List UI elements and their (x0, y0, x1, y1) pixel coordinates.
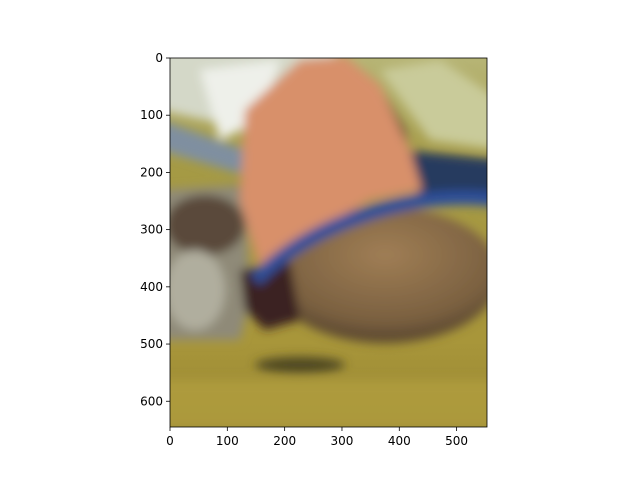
x-tick-label: 200 (273, 434, 296, 448)
y-tick-label: 100 (140, 108, 163, 122)
x-tick-label: 100 (216, 434, 239, 448)
x-tick-label: 300 (331, 434, 354, 448)
y-tick-label: 300 (140, 223, 163, 237)
x-tick-label: 500 (445, 434, 468, 448)
y-tick-label: 400 (140, 280, 163, 294)
y-tick-label: 600 (140, 394, 163, 408)
x-tick-label: 0 (166, 434, 174, 448)
y-tick-label: 200 (140, 165, 163, 179)
axes-frame (169, 57, 488, 428)
image (170, 58, 487, 427)
y-tick-label: 500 (140, 337, 163, 351)
x-tick-label: 400 (388, 434, 411, 448)
y-tick-label: 0 (155, 51, 163, 65)
